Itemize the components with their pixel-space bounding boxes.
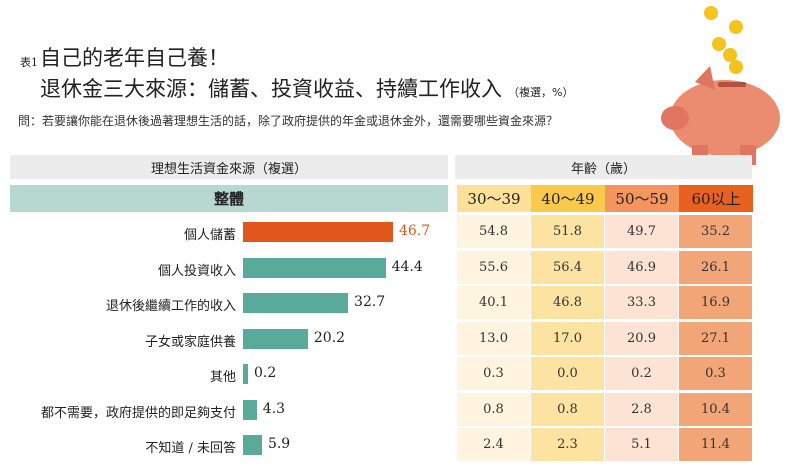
table-cell: 0.8 (531, 392, 604, 426)
table-cell: 16.9 (679, 286, 752, 319)
overall-group-label: 整體 (10, 185, 448, 212)
table-cell: 40.1 (457, 286, 530, 319)
table-cell: 0.2 (605, 357, 678, 390)
bar-value-label: 5.9 (267, 436, 291, 452)
table-cell: 17.0 (531, 321, 604, 355)
table-cell: 56.4 (531, 250, 604, 284)
unit-note: （複選，%） (508, 86, 574, 99)
bar (243, 293, 349, 313)
table-cell: 13.0 (457, 321, 530, 355)
bar-value-label: 4.3 (262, 400, 286, 417)
category-label: 個人投資收入 (157, 263, 236, 279)
table-cell: 46.8 (531, 286, 604, 319)
table-cell: 54.8 (457, 215, 530, 248)
bar-value-label: 0.2 (254, 365, 277, 381)
bar-value-label: 32.7 (354, 294, 386, 310)
bar (243, 364, 248, 384)
table-cell: 35.2 (679, 215, 752, 248)
category-label: 子女或家庭供養 (144, 334, 236, 350)
table-cell: 10.4 (679, 392, 752, 426)
bar (243, 222, 393, 242)
table-cell: 5.1 (605, 428, 678, 461)
table-cell: 11.4 (679, 428, 752, 461)
category-label: 個人儲蓄 (183, 228, 236, 243)
table-tag: 表1 (20, 56, 38, 69)
table-cell: 49.7 (605, 215, 678, 248)
bar (243, 257, 386, 278)
piggy-bank-coins-illustration (661, 6, 780, 165)
table-cell: 2.8 (605, 392, 678, 426)
table-cell: 46.9 (605, 250, 678, 284)
table-cell: 0.0 (531, 357, 604, 390)
category-label: 不知道 / 未回答 (145, 441, 236, 456)
page-title: 自己的老年自己養！ (40, 46, 229, 70)
bar-value-label: 46.7 (399, 223, 431, 239)
age-table-title: 年齡（歲） (455, 155, 752, 179)
category-label: 退休後繼續工作的收入 (105, 299, 236, 314)
category-label: 都不需要，政府提供的即足夠支付 (40, 405, 236, 421)
age-column-header: 30～39 (457, 185, 531, 212)
bar-value-label: 20.2 (313, 329, 346, 346)
table-cell: 0.8 (457, 392, 530, 426)
bar (243, 328, 308, 349)
table-cell: 0.3 (679, 357, 752, 390)
bar-chart-title: 理想生活資金來源（複選） (10, 155, 448, 179)
table-cell: 51.8 (531, 215, 604, 248)
survey-question: 問：若要讓你能在退休後過著理想生活的話，除了政府提供的年金或退休金外，還需要哪些… (18, 114, 559, 128)
bar (243, 435, 262, 455)
table-cell: 55.6 (457, 250, 530, 284)
age-column-header: 50～59 (605, 185, 679, 212)
table-cell: 0.3 (457, 357, 530, 390)
table-cell: 2.4 (457, 428, 530, 461)
category-label: 其他 (209, 370, 236, 385)
bar (243, 399, 257, 420)
age-column-header: 40～49 (531, 185, 605, 212)
table-cell: 27.1 (679, 321, 752, 355)
table-cell: 26.1 (679, 250, 752, 284)
table-cell: 20.9 (605, 321, 678, 355)
table-cell: 33.3 (605, 286, 678, 319)
table-cell: 2.3 (531, 428, 604, 461)
bar-value-label: 44.4 (391, 258, 423, 275)
page-subtitle: 退休金三大來源：儲蓄、投資收益、持續工作收入 （複選，%） (40, 77, 574, 101)
age-column-header: 60以上 (679, 185, 753, 212)
